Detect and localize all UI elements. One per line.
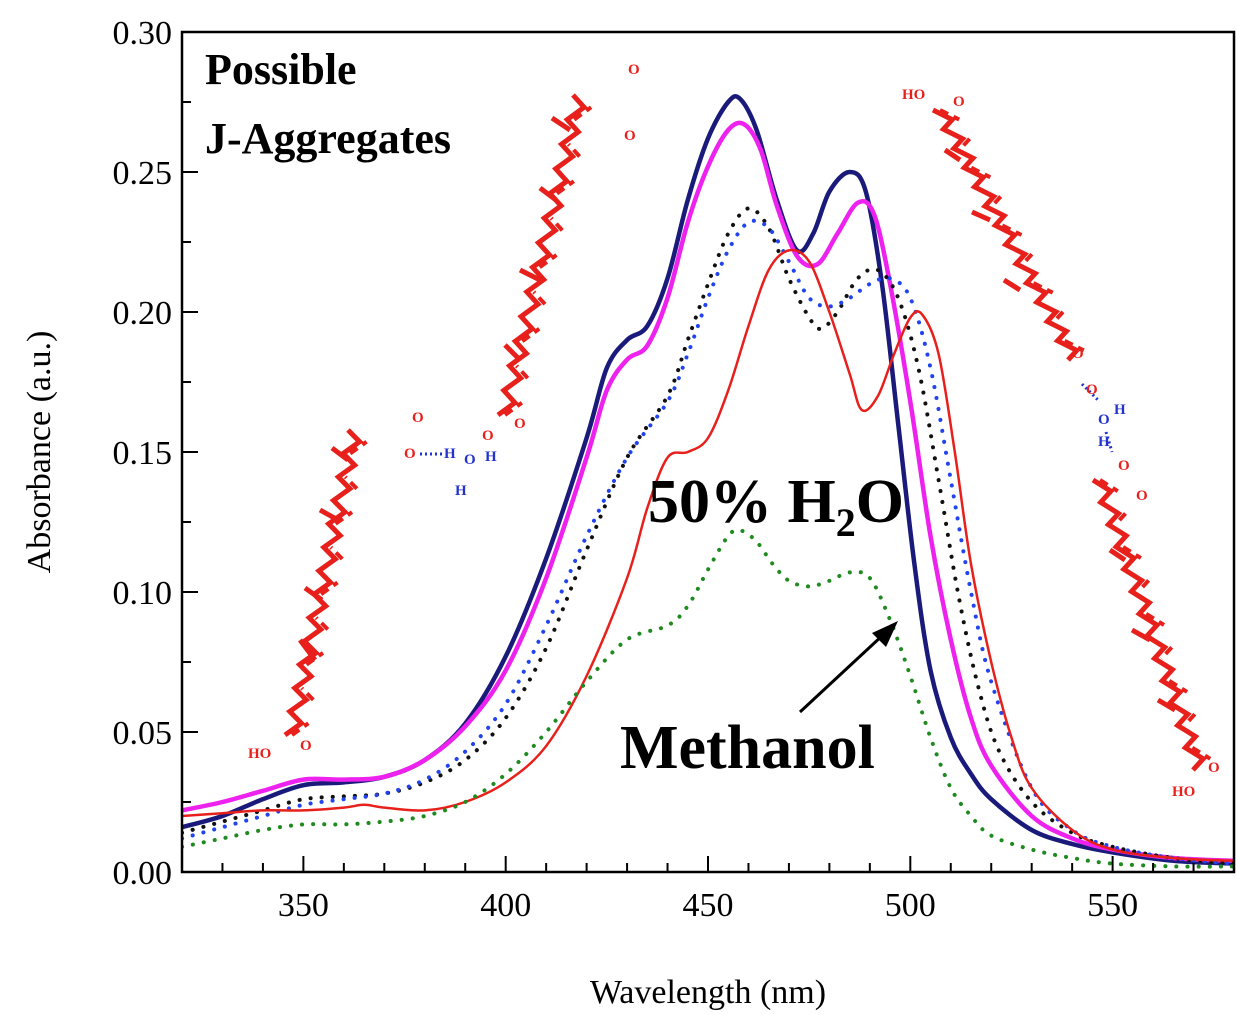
molecule-branch	[1108, 547, 1127, 563]
mol-label-h-water-right-2: H	[1098, 434, 1110, 450]
mol-label-ho-right-top: HO	[902, 87, 925, 103]
x-axis-title: Wavelength (nm)	[590, 974, 826, 1011]
mol-label-o-top-mid-2: O	[628, 62, 640, 78]
hydrogen-bond	[1104, 431, 1114, 453]
annotation-water: 50% H2O	[648, 468, 904, 545]
annotation-j-aggregates: J-Aggregates	[205, 114, 451, 163]
mol-label-o-water-left: O	[464, 452, 476, 468]
x-tick-label: 350	[278, 887, 329, 924]
mol-label-h-water-left-3: H	[485, 449, 497, 465]
mol-label-o-right-mid-2: O	[1086, 382, 1098, 398]
molecule-chain-second	[496, 93, 593, 418]
x-tick-label: 550	[1087, 887, 1138, 924]
mol-label-o-right-bottom: O	[1208, 760, 1220, 776]
methanol-arrow	[798, 621, 898, 714]
y-axis-title: Absorbance (a.u.)	[21, 331, 58, 574]
mol-label-o-right-top: O	[953, 94, 965, 110]
mol-label-o-top-mid: O	[624, 128, 636, 144]
molecule-branch	[1156, 697, 1177, 713]
molecule-chain-left	[283, 428, 368, 738]
mol-label-o-second-chain: O	[482, 428, 494, 444]
annotation-water-subscript: 2	[836, 500, 856, 545]
molecule-branch	[318, 507, 340, 523]
mol-label-ho-left-bottom: HO	[248, 746, 271, 762]
mol-label-ho-right-bottom: HO	[1172, 784, 1195, 800]
mol-label-h-water-right-1: H	[1114, 402, 1126, 418]
y-tick-label: 0.30	[113, 15, 173, 52]
series-layer	[182, 94, 1234, 869]
x-axis-ticks: 350 400 450 500 550	[221, 856, 1195, 924]
y-tick-label: 0.00	[113, 855, 173, 892]
molecule-chain-right-top	[931, 107, 1085, 362]
y-tick-label: 0.20	[113, 295, 173, 332]
annotation-water-main: 50% H	[648, 468, 836, 536]
x-tick-label: 400	[480, 887, 531, 924]
molecule-labels: HO O O O H O H H O O O O HO O O O O H H …	[248, 62, 1220, 800]
mol-label-o-right-lower-2: O	[1136, 488, 1148, 504]
molecule-structures	[283, 93, 1212, 772]
annotation-water-tail: O	[856, 468, 904, 536]
mol-label-h-water-left-2: H	[455, 483, 467, 499]
y-axis-ticks: 0.00 0.05 0.10 0.15 0.20 0.25 0.30	[113, 15, 198, 892]
mol-label-o-right-lower: O	[1118, 458, 1130, 474]
y-tick-label: 0.25	[113, 155, 173, 192]
series-line-4	[182, 218, 1234, 866]
y-tick-label: 0.10	[113, 575, 173, 612]
mol-label-o-right-mid: O	[1072, 346, 1084, 362]
molecule-chain-right-bottom	[1091, 477, 1212, 772]
molecule-branch	[970, 209, 992, 223]
mol-label-o-water-right: O	[1098, 412, 1110, 428]
molecule-branch	[298, 638, 317, 662]
mol-label-o-left-mid: O	[404, 446, 416, 462]
molecule-branch	[330, 446, 350, 462]
molecule-branch	[943, 147, 962, 163]
x-tick-label: 450	[683, 887, 734, 924]
series-line-2	[182, 120, 1234, 864]
y-tick-label: 0.05	[113, 715, 173, 752]
annotation-methanol: Methanol	[620, 714, 875, 782]
mol-label-o-second-chain-2: O	[514, 416, 526, 432]
molecule-branch	[550, 115, 572, 133]
molecule-branch	[1130, 627, 1152, 643]
molecule-branch	[518, 267, 542, 283]
mol-label-o-left-bottom: O	[300, 738, 312, 754]
x-tick-label: 500	[885, 887, 936, 924]
series-line-5	[182, 248, 1234, 863]
molecule-branch	[538, 186, 558, 202]
hydrogen-bond	[1080, 382, 1100, 402]
annotation-possible: Possible	[205, 45, 357, 94]
molecule-branch	[1002, 277, 1022, 293]
mol-label-h-water-left-1: H	[444, 446, 456, 462]
series-line-6	[182, 527, 1234, 869]
molecule-branch	[503, 343, 522, 362]
mol-label-o-left-top: O	[412, 410, 424, 426]
y-tick-label: 0.15	[113, 435, 173, 472]
molecule-branch	[303, 585, 324, 603]
